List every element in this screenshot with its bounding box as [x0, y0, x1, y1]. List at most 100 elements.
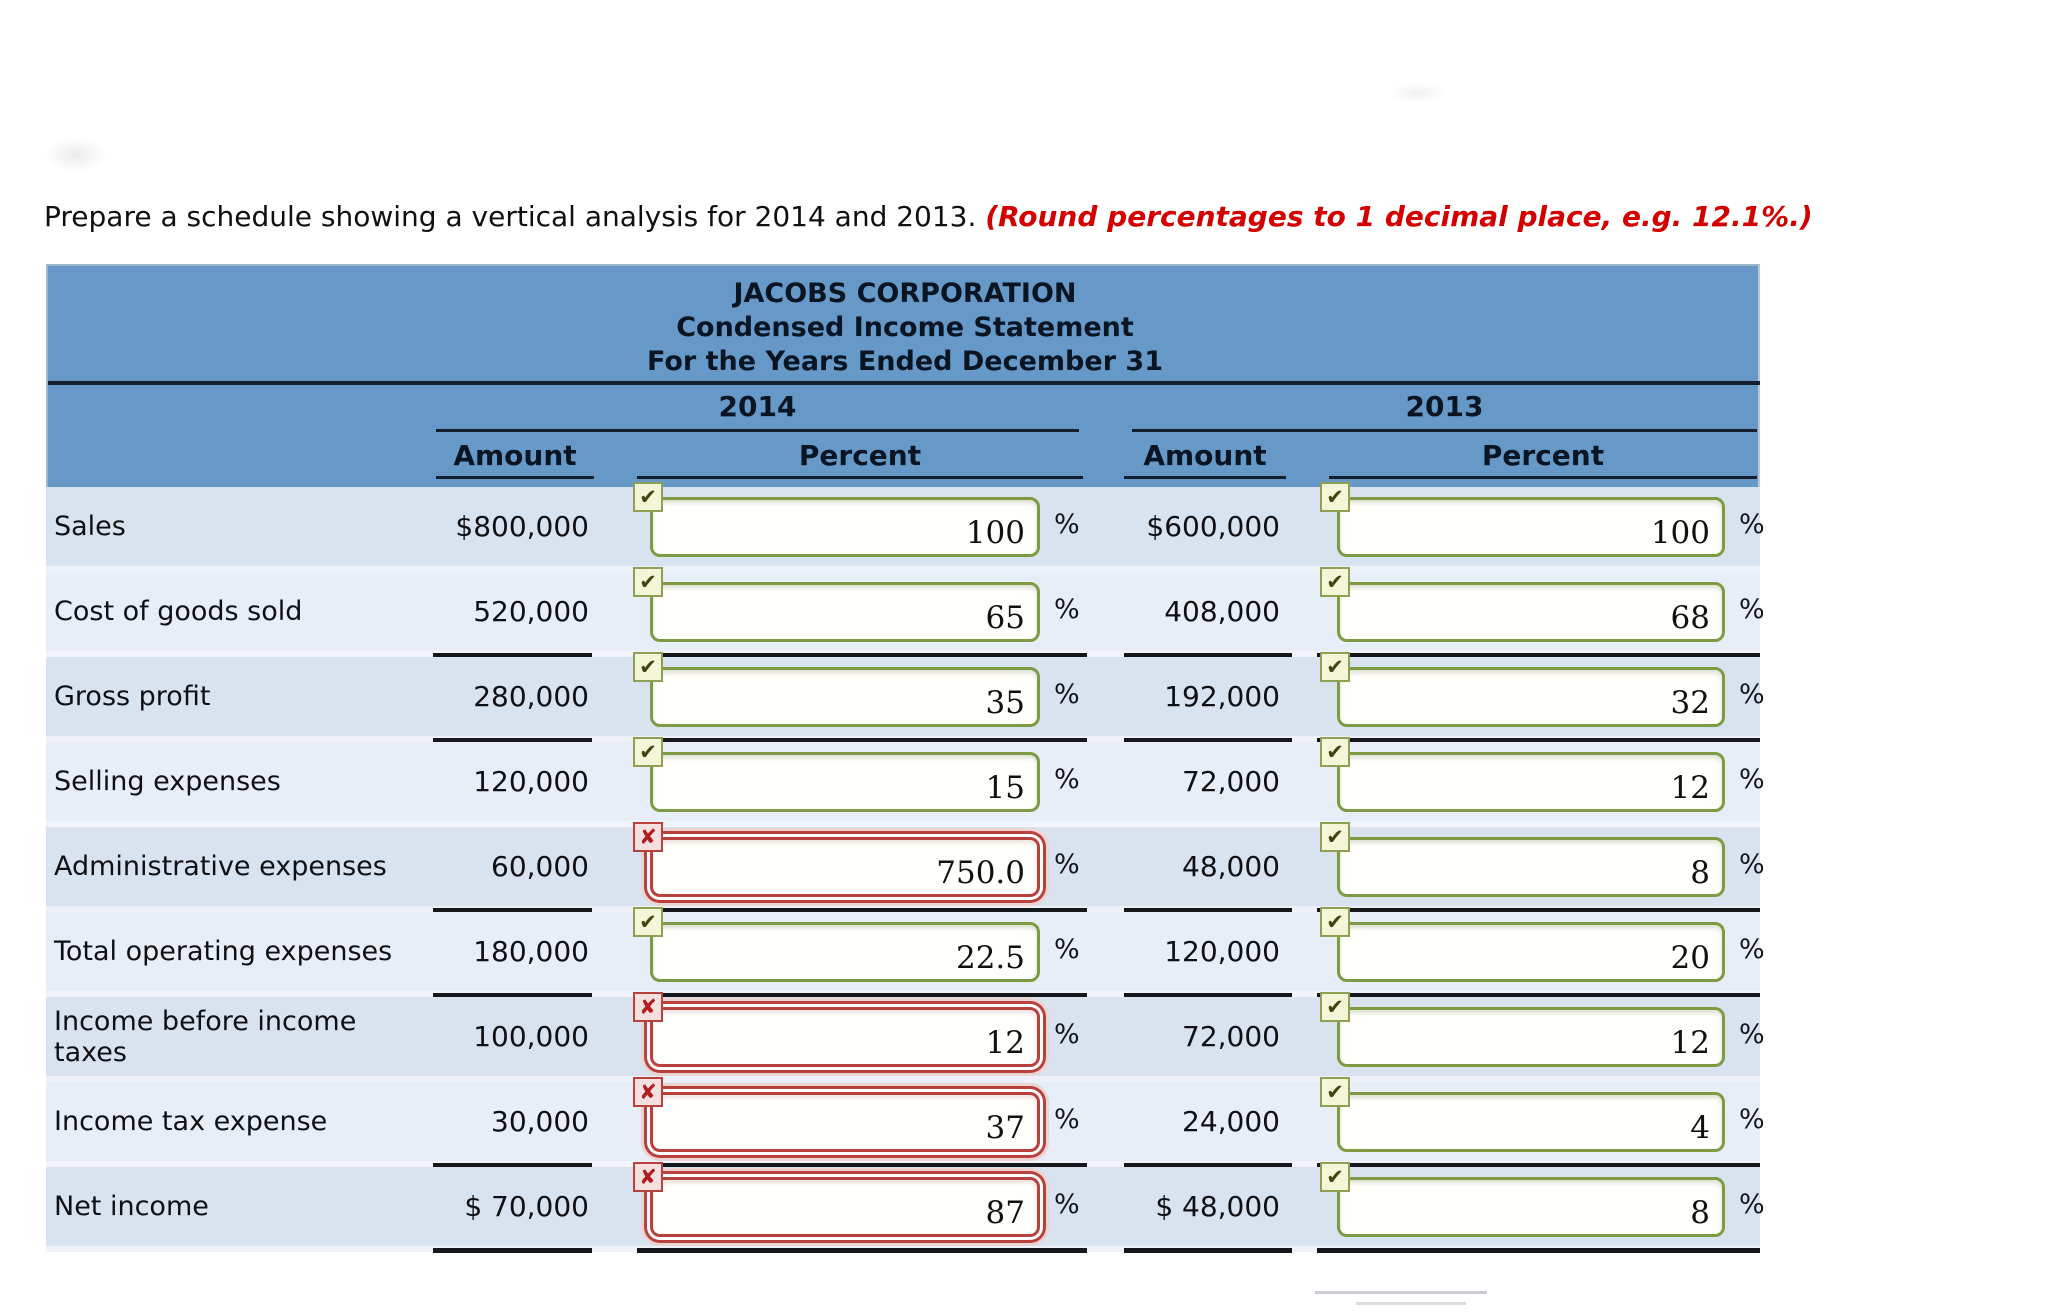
- instruction-text: Prepare a schedule showing a vertical an…: [44, 200, 1813, 233]
- amount-2014-administrative-expenses: 60,000: [491, 850, 589, 883]
- amount-2013-total-operating-expenses: 120,000: [1164, 935, 1280, 968]
- percent-cell: ✔%: [591, 736, 1136, 818]
- instruction-main: Prepare a schedule showing a vertical an…: [44, 200, 986, 233]
- scan-artifact-line: [1315, 1291, 1487, 1294]
- correct-check-icon: ✔: [1320, 651, 1350, 682]
- percent-sign: %: [1739, 934, 1765, 965]
- amount-2014-total-operating-expenses: 180,000: [473, 935, 589, 968]
- statement-title: Condensed Income Statement: [676, 312, 1134, 343]
- column-rule: [1124, 993, 1292, 997]
- percent-input-2013-net-income[interactable]: [1337, 1176, 1725, 1237]
- amount-2013-gross-profit: 192,000: [1164, 680, 1280, 713]
- correct-check-icon: ✔: [633, 566, 663, 597]
- vertical-analysis-table: JACOBS CORPORATION Condensed Income Stat…: [46, 264, 1765, 1256]
- column-header-amount-2013: Amount: [1143, 439, 1267, 472]
- amount-2013-cost-of-goods-sold: 408,000: [1164, 595, 1280, 628]
- percent-2014-underline: [637, 476, 1083, 479]
- percent-sign: %: [1054, 509, 1080, 540]
- percent-cell: ✔%: [1290, 821, 1765, 903]
- amount-2014-selling-expenses: 120,000: [473, 765, 589, 798]
- percent-input-2014-cost-of-goods-sold[interactable]: [650, 581, 1040, 642]
- table-header-band: JACOBS CORPORATION Condensed Income Stat…: [46, 264, 1760, 487]
- percent-input-2013-income-tax-expense[interactable]: [1337, 1091, 1725, 1152]
- column-header-percent-2014: Percent: [798, 439, 922, 472]
- year-header-2013: 2013: [1405, 390, 1484, 423]
- percent-sign: %: [1739, 764, 1765, 795]
- percent-input-2013-administrative-expenses[interactable]: [1337, 836, 1725, 897]
- percent-input-2014-total-operating-expenses[interactable]: [650, 921, 1040, 982]
- scan-artifact: [1388, 82, 1446, 104]
- table-row-total-operating-expenses: Total operating expenses 180,000 ✔% 120,000…: [46, 906, 1765, 997]
- amount-2014-sales: $800,000: [455, 510, 589, 543]
- percent-cell: ✘%: [591, 821, 1136, 903]
- column-rule: [1317, 653, 1760, 657]
- column-rule: [1317, 993, 1760, 997]
- percent-field: ✔: [1320, 1076, 1725, 1152]
- column-rule: [1124, 908, 1292, 912]
- percent-input-2013-sales[interactable]: [1337, 496, 1725, 557]
- correct-check-icon: ✔: [1320, 1161, 1350, 1192]
- percent-sign: %: [1054, 1104, 1080, 1135]
- column-rule: [1317, 1163, 1760, 1167]
- percent-input-2014-income-before-income-taxes[interactable]: [650, 1006, 1040, 1067]
- percent-sign: %: [1739, 594, 1765, 625]
- percent-input-2014-gross-profit[interactable]: [650, 666, 1040, 727]
- percent-field: ✘: [633, 821, 1040, 897]
- percent-input-2013-total-operating-expenses[interactable]: [1337, 921, 1725, 982]
- percent-sign: %: [1739, 1019, 1765, 1050]
- correct-check-icon: ✔: [1320, 906, 1350, 937]
- table-row-net-income: Net income$ 70,000✘%$ 48,000✔%: [46, 1161, 1765, 1252]
- incorrect-x-icon: ✘: [633, 821, 663, 852]
- percent-cell: ✔%: [1290, 906, 1765, 988]
- column-header-percent-2013: Percent: [1481, 439, 1605, 472]
- column-rule: [1124, 653, 1292, 657]
- amount-2014-underline: [436, 476, 594, 479]
- percent-field: ✔: [1320, 906, 1725, 982]
- amount-2013-income-before-income-taxes: 72,000: [1182, 1020, 1280, 1053]
- percent-sign: %: [1739, 1104, 1765, 1135]
- percent-cell: ✔%: [591, 481, 1136, 563]
- column-rule: [433, 993, 592, 997]
- header-divider: [48, 381, 1760, 385]
- amount-2013-administrative-expenses: 48,000: [1182, 850, 1280, 883]
- company-name: JACOBS CORPORATION: [733, 278, 1077, 309]
- percent-input-2013-cost-of-goods-sold[interactable]: [1337, 581, 1725, 642]
- amount-2013-net-income: $ 48,000: [1155, 1190, 1280, 1223]
- percent-input-2013-selling-expenses[interactable]: [1337, 751, 1725, 812]
- percent-field: ✔: [633, 736, 1040, 812]
- percent-field: ✔: [1320, 991, 1725, 1067]
- percent-sign: %: [1739, 1189, 1765, 1220]
- column-rule: [1317, 908, 1760, 912]
- column-rule: [637, 653, 1087, 657]
- percent-input-2014-administrative-expenses[interactable]: [650, 836, 1040, 897]
- percent-input-2014-selling-expenses[interactable]: [650, 751, 1040, 812]
- percent-sign: %: [1739, 849, 1765, 880]
- percent-field: ✔: [1320, 821, 1725, 897]
- correct-check-icon: ✔: [1320, 481, 1350, 512]
- percent-field: ✘: [633, 991, 1040, 1067]
- column-header-amount-2014: Amount: [453, 439, 577, 472]
- year-header-2014: 2014: [718, 390, 797, 423]
- percent-cell: ✔%: [1290, 651, 1765, 733]
- percent-cell: ✔%: [591, 651, 1136, 733]
- row-label: Income tax expense: [54, 1106, 328, 1137]
- percent-cell: ✔%: [1290, 1076, 1765, 1158]
- percent-cell: ✘%: [591, 1161, 1136, 1243]
- row-label: Total operating expenses: [54, 936, 393, 967]
- column-rule: [1124, 1248, 1292, 1253]
- percent-input-2014-income-tax-expense[interactable]: [650, 1091, 1040, 1152]
- percent-cell: ✔%: [1290, 481, 1765, 563]
- percent-field: ✔: [633, 651, 1040, 727]
- percent-input-2014-net-income[interactable]: [650, 1176, 1040, 1237]
- percent-sign: %: [1054, 594, 1080, 625]
- incorrect-x-icon: ✘: [633, 1076, 663, 1107]
- percent-input-2013-gross-profit[interactable]: [1337, 666, 1725, 727]
- percent-input-2014-sales[interactable]: [650, 496, 1040, 557]
- column-rule: [1124, 1163, 1292, 1167]
- column-rule: [637, 993, 1087, 997]
- percent-input-2013-income-before-income-taxes[interactable]: [1337, 1006, 1725, 1067]
- percent-cell: ✘%: [591, 1076, 1136, 1158]
- year-2013-underline: [1132, 429, 1757, 432]
